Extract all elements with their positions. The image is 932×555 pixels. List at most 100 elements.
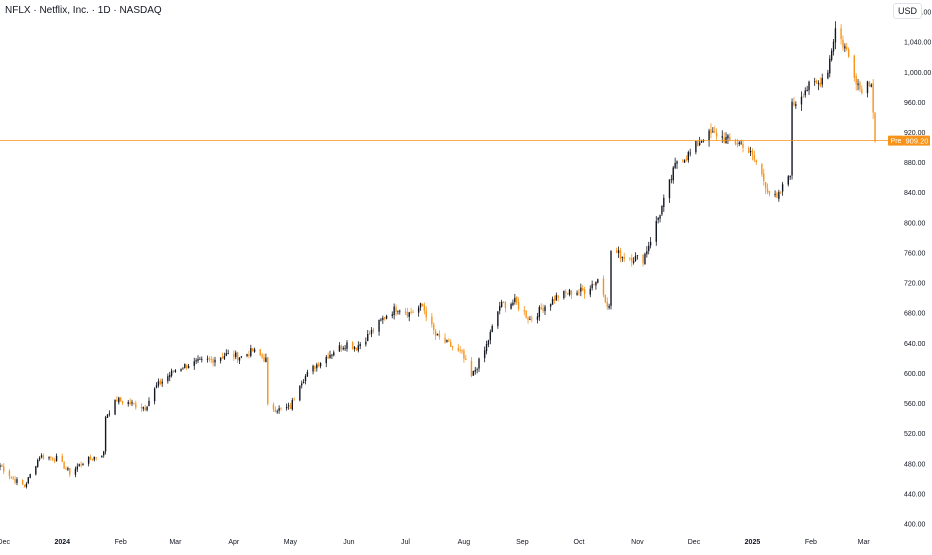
candle-body: [570, 290, 573, 295]
candle-body: [370, 330, 373, 334]
candle-body: [606, 301, 608, 307]
candle-body: [289, 405, 292, 410]
candle-body: [576, 292, 578, 295]
last-price-tag: Pre 909.20: [888, 135, 930, 146]
candle-body: [346, 342, 348, 349]
candle-body: [483, 350, 486, 359]
candle-body: [821, 77, 823, 85]
candle-body: [199, 358, 201, 360]
candle-body: [423, 304, 426, 311]
candle-body: [487, 340, 490, 345]
currency-button[interactable]: USD: [892, 3, 922, 19]
candle-body: [751, 150, 754, 155]
candle-body: [859, 82, 861, 90]
candle-body: [610, 251, 612, 306]
candle-body: [193, 361, 195, 366]
candle-body: [233, 353, 235, 358]
candle-body: [595, 281, 597, 286]
candle-body: [689, 152, 691, 154]
candle-body: [263, 357, 265, 362]
candle-body: [187, 366, 190, 369]
candle-body: [304, 376, 307, 382]
candle-body: [721, 136, 723, 138]
candle-body: [544, 306, 546, 312]
candle-body: [240, 356, 243, 358]
candle-body: [800, 96, 803, 105]
y-tick-label: 640.00: [904, 341, 926, 348]
candle-body: [353, 347, 356, 349]
candle-body: [214, 359, 216, 363]
candle-body: [121, 401, 124, 404]
candle-body: [700, 140, 703, 143]
candle-body: [80, 464, 82, 466]
candle-body: [101, 456, 103, 458]
candle-body: [3, 466, 5, 472]
candle-body: [774, 194, 776, 195]
candle-body: [657, 217, 659, 220]
candle-body: [438, 333, 441, 337]
candle-body: [655, 221, 657, 242]
candle-body: [93, 456, 95, 460]
y-tick-label: 800.00: [904, 220, 926, 227]
candle-body: [265, 357, 267, 363]
candle-body: [140, 407, 143, 409]
candle-body: [148, 400, 150, 407]
candle-body: [61, 455, 63, 462]
candle-body: [35, 466, 37, 475]
time-axis[interactable]: Dec 2024 Feb Mar Apr May Jun Jul Aug Sep Oct Nov Dec…: [0, 539, 870, 546]
candle-body: [866, 81, 869, 94]
x-tick-label: Jun: [343, 539, 354, 546]
candle-body: [12, 477, 14, 479]
candle-body: [446, 339, 448, 342]
candle-body: [384, 316, 386, 319]
candle-body: [853, 55, 855, 78]
candle-body: [500, 302, 503, 308]
candle-body: [342, 348, 344, 350]
candle-body: [531, 318, 533, 320]
candle-body: [502, 301, 505, 303]
candle-body: [0, 465, 1, 468]
candle-body: [14, 479, 16, 483]
candle-body: [768, 190, 771, 194]
candle-body: [201, 359, 203, 360]
y-tick-label: 920.00: [904, 130, 926, 137]
candle-body: [661, 205, 663, 215]
candle-body: [327, 356, 329, 359]
candle-body: [742, 143, 744, 148]
candle-body: [806, 89, 808, 91]
candle-body: [103, 451, 105, 456]
x-tick-label: 2024: [54, 539, 70, 546]
candle-body: [293, 399, 295, 401]
candle-body: [48, 457, 50, 459]
pre-market-badge: [888, 135, 904, 146]
candle-body: [497, 311, 499, 327]
candle-body: [1, 464, 3, 467]
candle-body: [602, 278, 605, 296]
candle-body: [804, 90, 806, 96]
candle-body: [433, 324, 435, 331]
candle-body: [267, 357, 269, 404]
candle-body: [116, 399, 118, 402]
candle-body: [385, 315, 388, 319]
candle-body: [670, 179, 673, 181]
candle-body: [338, 345, 341, 352]
price-axis[interactable]: 1,080.001,040.001,000.00960.00920.00880.…: [904, 10, 931, 529]
candle-body: [766, 188, 769, 193]
candle-body: [118, 397, 120, 403]
candle-body: [834, 28, 837, 43]
candle-body: [829, 58, 831, 74]
candle-body: [236, 352, 239, 360]
candle-body: [344, 348, 346, 350]
candle-body: [23, 484, 26, 487]
y-tick-label: 720.00: [904, 281, 926, 288]
candle-body: [55, 455, 58, 462]
candle-body: [538, 306, 541, 318]
candle-body: [608, 305, 610, 308]
x-tick-label: 2025: [745, 539, 761, 546]
candle-body: [184, 364, 186, 369]
candle-body: [619, 250, 622, 259]
candle-body: [648, 245, 650, 251]
candle-body: [314, 365, 316, 369]
candle-body: [425, 310, 427, 318]
